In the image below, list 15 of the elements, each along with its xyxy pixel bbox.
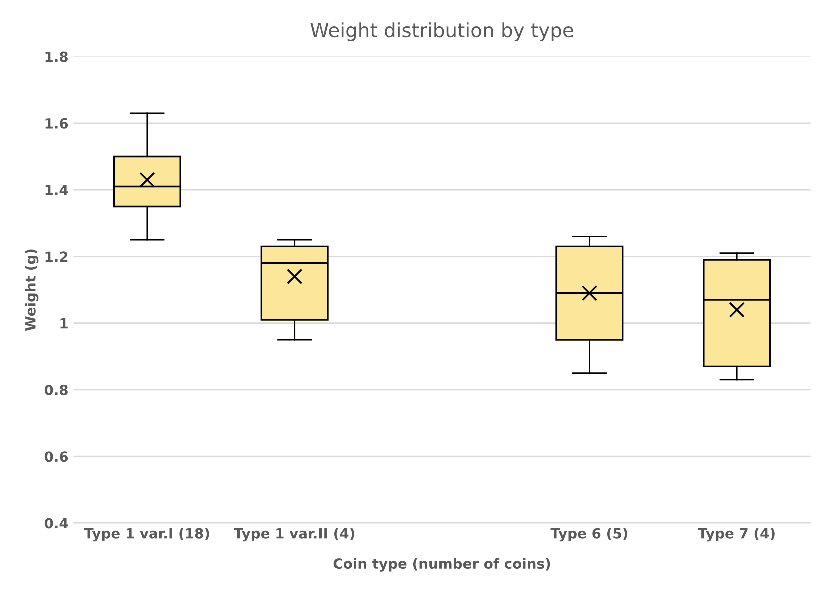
- y-tick-label: 1.4: [46, 185, 68, 196]
- y-tick-label: 1.6: [46, 118, 68, 129]
- x-tick-label: Type 1 var.II (4): [234, 528, 354, 542]
- y-tick-label: 1.8: [46, 52, 68, 62]
- y-tick-label: 1.2: [46, 252, 68, 262]
- y-axis-title: Weight (g): [25, 250, 39, 332]
- x-tick-label: Type 7 (4): [698, 528, 775, 542]
- x-tick-label: Type 6 (5): [550, 528, 628, 542]
- y-tick-label: 1: [60, 318, 68, 329]
- chart-title: Weight distribution by type: [310, 22, 574, 42]
- y-tick-label: 0.6: [44, 452, 68, 462]
- x-axis-title: Coin type (number of coins): [334, 558, 550, 572]
- y-tick-label: 0.4: [44, 518, 68, 529]
- x-tick-label: Type 1 var.I (18): [84, 528, 210, 542]
- y-tick-label: 0.8: [44, 384, 68, 396]
